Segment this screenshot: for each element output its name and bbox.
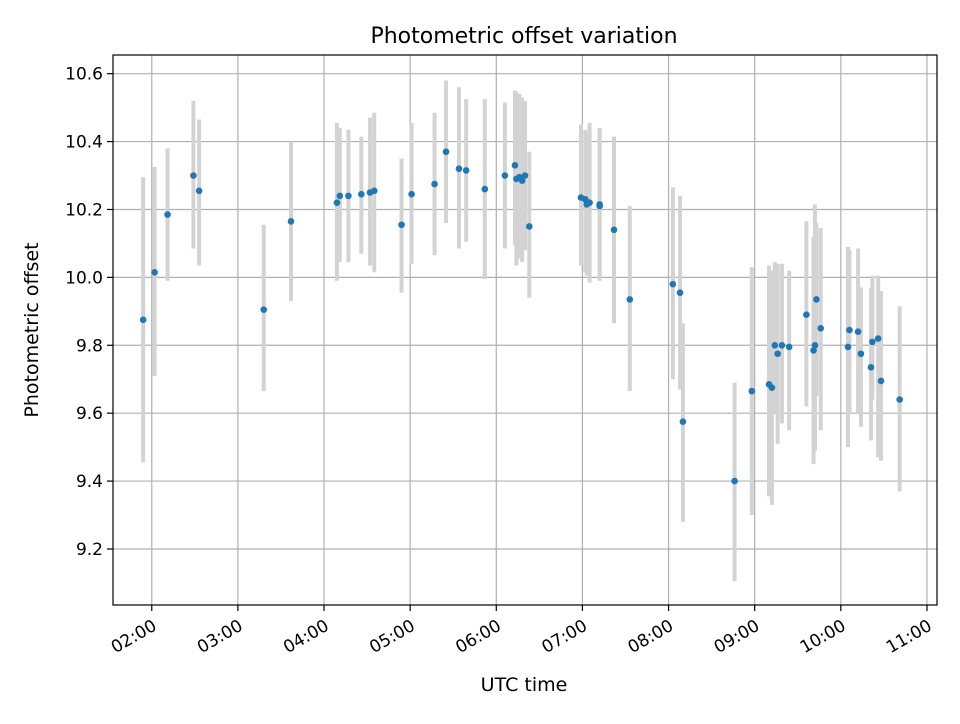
data-point — [333, 199, 341, 206]
data-point — [442, 148, 450, 156]
data-point — [501, 172, 509, 179]
data-point — [455, 165, 463, 173]
data-point — [586, 199, 593, 206]
data-point — [676, 289, 684, 296]
data-point — [139, 316, 147, 324]
y-tick-label: 10.0 — [65, 268, 103, 288]
data-point — [518, 177, 526, 184]
data-point — [511, 162, 519, 169]
data-point — [877, 377, 885, 385]
y-tick-label: 9.2 — [76, 540, 103, 560]
data-point — [896, 396, 903, 403]
data-point — [626, 296, 634, 303]
y-tick-label: 10.4 — [65, 133, 103, 153]
data-point — [785, 343, 793, 351]
data-point — [408, 190, 415, 198]
data-point — [526, 223, 533, 230]
data-point — [669, 280, 677, 288]
data-point — [778, 341, 786, 349]
data-point — [462, 167, 470, 174]
data-point — [817, 325, 825, 332]
data-point — [810, 347, 817, 354]
data-point — [287, 218, 295, 225]
chart-title: Photometric offset variation — [370, 24, 677, 49]
data-point — [846, 326, 853, 334]
y-tick-label: 9.4 — [76, 472, 103, 492]
data-points — [139, 148, 903, 485]
data-point — [774, 350, 781, 358]
data-point — [811, 341, 819, 349]
y-axis-ticks: 9.2 9.4 9.6 9.8 10.0 10.2 10.4 10.6 — [65, 65, 113, 560]
data-point — [610, 226, 618, 234]
data-point — [679, 418, 687, 425]
data-point — [857, 350, 865, 358]
data-point — [803, 311, 810, 319]
data-point — [854, 328, 862, 335]
data-point — [867, 364, 875, 371]
x-axis-label: UTC time — [481, 674, 568, 696]
data-point — [336, 192, 344, 200]
data-point — [874, 335, 882, 342]
y-tick-label: 9.6 — [76, 404, 103, 424]
data-point — [345, 192, 352, 200]
y-tick-label: 10.2 — [65, 200, 103, 220]
data-point — [260, 306, 268, 313]
data-point — [771, 341, 779, 349]
data-point — [596, 202, 603, 210]
data-point — [521, 172, 529, 179]
data-point — [748, 387, 756, 395]
data-point — [151, 268, 158, 276]
data-point — [431, 180, 438, 188]
data-point — [481, 185, 489, 193]
data-point — [370, 187, 378, 195]
data-point — [164, 211, 171, 218]
data-point — [731, 477, 738, 485]
data-point — [358, 190, 365, 198]
data-point — [869, 338, 876, 346]
data-point — [398, 221, 405, 229]
plot-area-frame — [112, 54, 938, 606]
y-tick-label: 9.8 — [76, 336, 103, 356]
data-point — [190, 172, 197, 179]
data-point — [813, 296, 820, 303]
y-axis-label: Photometric offset — [21, 242, 43, 417]
data-point — [844, 343, 852, 351]
y-tick-label: 10.6 — [65, 65, 103, 85]
grid — [113, 55, 937, 605]
data-point — [768, 384, 776, 392]
data-point — [195, 187, 203, 195]
